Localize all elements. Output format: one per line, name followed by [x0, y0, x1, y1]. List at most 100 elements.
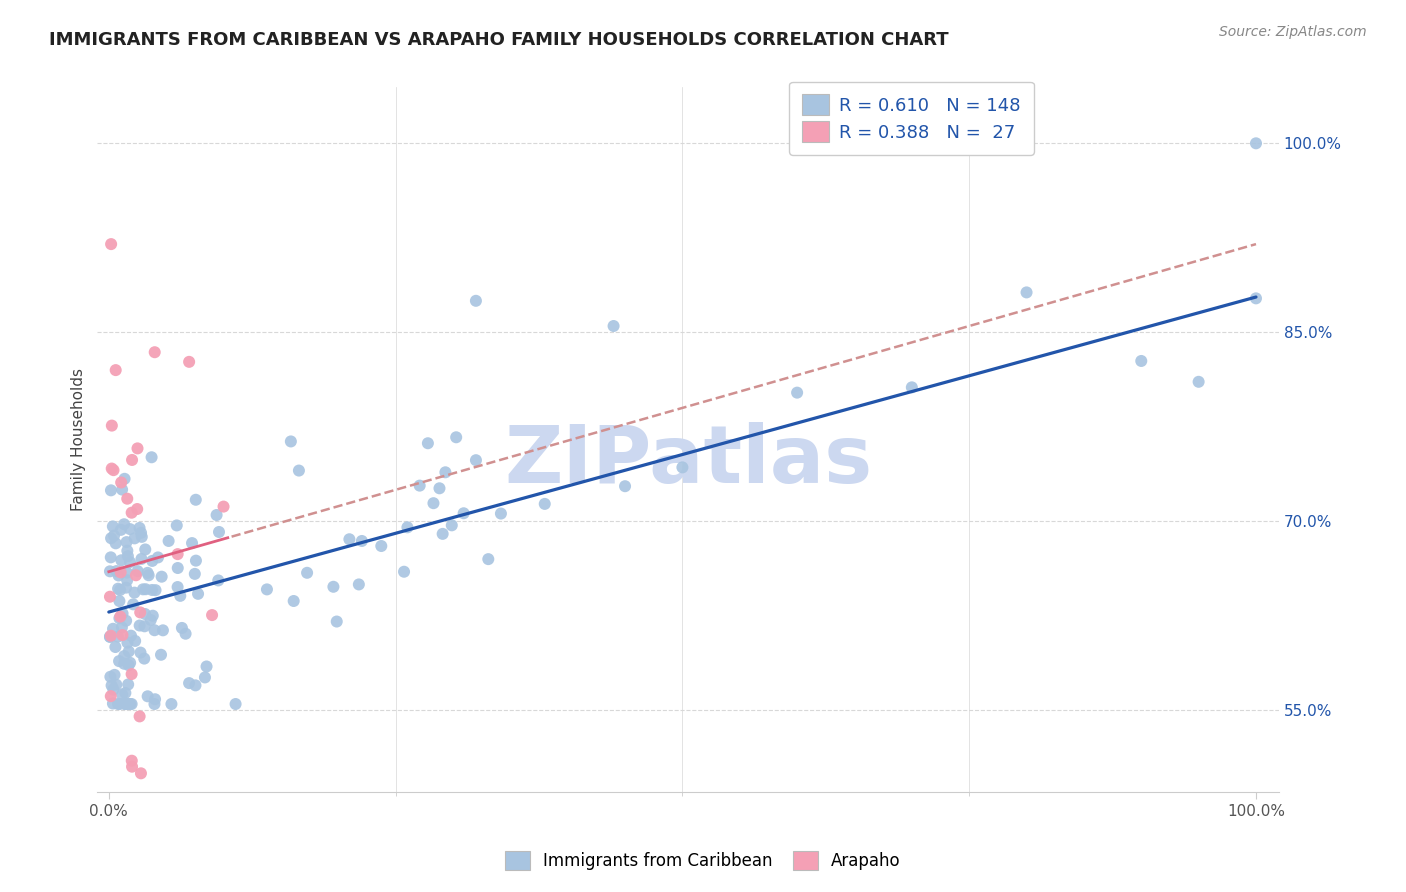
Point [166, 518, 188, 533]
Point [121, 667, 143, 681]
Point [121, 453, 143, 467]
Point [136, 566, 159, 580]
Point [100, 237, 122, 252]
Point [444, 430, 467, 444]
Point [110, 609, 132, 624]
Point [115, 614, 138, 628]
Point [107, 630, 129, 644]
Point [114, 686, 136, 700]
Point [139, 816, 162, 830]
Point [142, 608, 165, 623]
Point [1015, 285, 1038, 300]
Point [114, 697, 136, 711]
Point [131, 552, 153, 566]
Point [125, 568, 148, 582]
Point [434, 465, 457, 479]
Point [121, 506, 143, 520]
Point [141, 582, 163, 597]
Point [103, 463, 125, 477]
Point [115, 574, 138, 588]
Point [1244, 291, 1267, 305]
Point [121, 754, 143, 768]
Point [671, 460, 693, 475]
Point [135, 582, 157, 597]
Point [128, 521, 150, 535]
Point [283, 594, 305, 608]
Point [150, 570, 173, 584]
Point [181, 536, 204, 550]
Point [117, 491, 139, 506]
Point [157, 533, 180, 548]
Point [325, 615, 347, 629]
Point [174, 626, 197, 640]
Point [143, 692, 166, 706]
Text: IMMIGRANTS FROM CARIBBEAN VS ARAPAHO FAMILY HOUSEHOLDS CORRELATION CHART: IMMIGRANTS FROM CARIBBEAN VS ARAPAHO FAM… [49, 31, 949, 49]
Point [103, 804, 125, 818]
Point [100, 483, 122, 498]
Point [129, 525, 152, 540]
Point [117, 635, 139, 649]
Point [111, 628, 134, 642]
Point [108, 697, 131, 711]
Point [169, 589, 191, 603]
Point [432, 527, 454, 541]
Point [786, 385, 808, 400]
Point [150, 648, 173, 662]
Point [110, 523, 132, 537]
Point [141, 554, 163, 568]
Point [104, 640, 127, 654]
Point [212, 500, 235, 514]
Point [392, 565, 415, 579]
Point [533, 497, 555, 511]
Point [129, 646, 152, 660]
Point [110, 566, 132, 580]
Point [136, 690, 159, 704]
Point [112, 657, 135, 671]
Point [1244, 136, 1267, 151]
Point [208, 524, 231, 539]
Point [100, 670, 122, 684]
Point [104, 536, 127, 550]
Point [127, 564, 149, 578]
Point [440, 518, 463, 533]
Point [101, 622, 124, 636]
Point [160, 697, 183, 711]
Point [429, 481, 451, 495]
Text: ZIPatlas: ZIPatlas [503, 422, 872, 500]
Y-axis label: Family Households: Family Households [72, 368, 86, 511]
Point [134, 607, 156, 621]
Point [170, 621, 193, 635]
Point [124, 532, 146, 546]
Point [100, 678, 122, 692]
Point [152, 624, 174, 638]
Point [205, 508, 228, 522]
Point [115, 581, 138, 595]
Point [184, 554, 207, 568]
Point [100, 531, 122, 545]
Point [347, 577, 370, 591]
Point [295, 566, 318, 580]
Point [143, 624, 166, 638]
Point [396, 520, 419, 534]
Point [184, 566, 207, 581]
Point [107, 697, 129, 711]
Point [101, 697, 124, 711]
Point [118, 555, 141, 569]
Point [195, 659, 218, 673]
Point [139, 613, 162, 627]
Point [134, 619, 156, 633]
Point [177, 676, 200, 690]
Point [288, 464, 311, 478]
Point [105, 678, 128, 692]
Point [103, 668, 125, 682]
Point [408, 478, 430, 492]
Point [100, 550, 122, 565]
Point [107, 568, 129, 582]
Point [111, 688, 134, 702]
Point [256, 582, 278, 597]
Point [322, 580, 344, 594]
Point [179, 355, 201, 369]
Point [112, 517, 135, 532]
Point [98, 630, 121, 644]
Point [194, 670, 217, 684]
